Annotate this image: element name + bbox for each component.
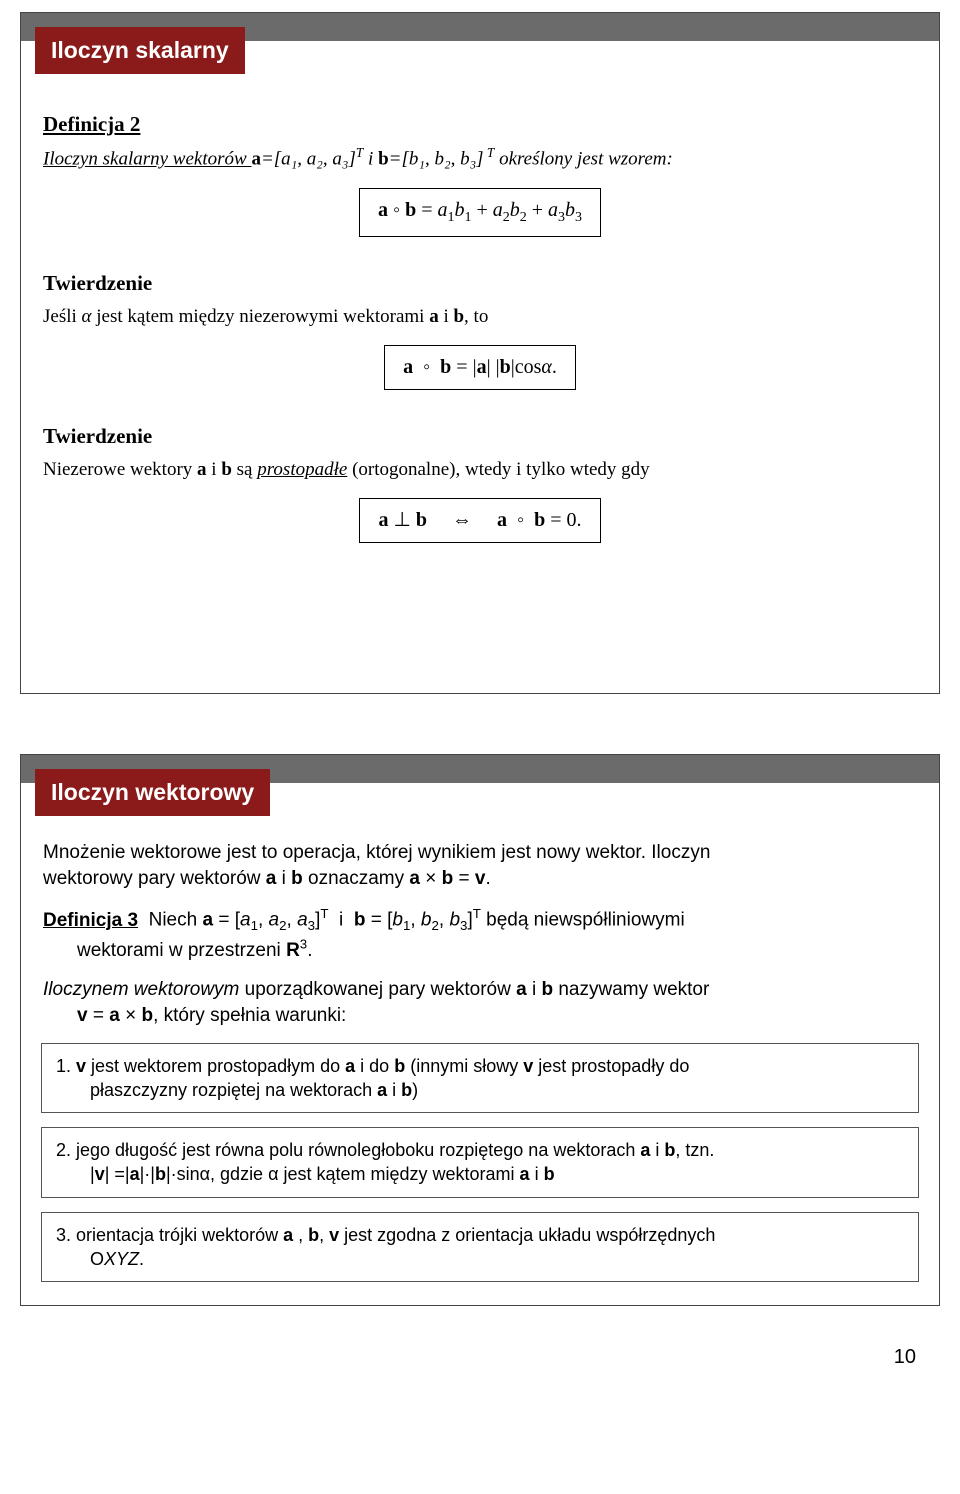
rule2-line2: |v| =|a|·|b|·sinα, gdzie α jest kątem mi… xyxy=(56,1164,555,1184)
rule-3: 3. orientacja trójki wektorów a , b, v j… xyxy=(41,1212,919,1283)
slide2-content: Mnożenie wektorowe jest to operacja, któ… xyxy=(21,816,939,1029)
ilocz-pre: Iloczynem wektorowym xyxy=(43,979,245,1000)
slide2-body: Iloczyn wektorowy Mnożenie wektorowe jes… xyxy=(21,755,939,1305)
definicja-3: Definicja 3 Niech a = [a1, a2, a3]T i b … xyxy=(43,905,917,963)
iloczynem-text: Iloczynem wektorowym uporządkowanej pary… xyxy=(43,977,917,1028)
rule-1: 1. v jest wektorem prostopadłym do a i d… xyxy=(41,1043,919,1114)
formula-dot-product: a ◦ b = a1b1 + a2b2 + a3b3 xyxy=(359,188,601,237)
slide-title: Iloczyn skalarny xyxy=(35,27,245,74)
t-sup-2: T xyxy=(484,145,495,160)
slide-iloczyn-wektorowy: Iloczyn wektorowy Mnożenie wektorowe jes… xyxy=(20,754,940,1306)
vec-b-vals: =[b₁, b₂, b₃] xyxy=(389,149,484,170)
def3-head: Definicja 3 xyxy=(43,910,138,931)
and-i: i xyxy=(363,149,378,170)
vec-b: b xyxy=(378,149,389,170)
def2-pretext: Iloczyn skalarny wektorów xyxy=(43,149,251,170)
ilocz-line2: v = a × b, który spełnia warunki: xyxy=(43,1005,346,1026)
prostopadle: prostopadłe xyxy=(257,459,347,480)
intro-text: Mnożenie wektorowe jest to operacja, któ… xyxy=(43,840,917,891)
twierdzenie-1-text: Jeśli α jest kątem między niezerowymi we… xyxy=(43,304,917,330)
rule1-line2: płaszczyzny rozpiętej na wektorach a i b… xyxy=(56,1080,418,1100)
slide-iloczyn-skalarny: Iloczyn skalarny Definicja 2 Iloczyn ska… xyxy=(20,12,940,694)
formula-orthogonal: a ⊥ b ⇔ a ◦ b = 0. xyxy=(359,498,600,543)
page-number: 10 xyxy=(0,1306,960,1381)
slide1-content: Definicja 2 Iloczyn skalarny wektorów a=… xyxy=(21,74,939,557)
vec-a-vals: =[a₁, a₂, a₃] xyxy=(261,149,356,170)
rule3-line2: OXYZ. xyxy=(56,1249,144,1269)
def3-line2: wektorami w przestrzeni R3. xyxy=(43,940,312,961)
formula2-wrap: a ◦ b = |a| |b|cosα. xyxy=(43,343,917,404)
rule-2: 2. jego długość jest równa polu równoleg… xyxy=(41,1127,919,1198)
slide2-title: Iloczyn wektorowy xyxy=(35,769,270,816)
twierdzenie-2-heading: Twierdzenie xyxy=(43,422,917,450)
formula1-wrap: a ◦ b = a1b1 + a2b2 + a3b3 xyxy=(43,186,917,251)
definicja-2-heading: Definicja 2 xyxy=(43,110,917,138)
vec-a: a xyxy=(251,149,261,170)
twierdzenie-2-text: Niezerowe wektory a i b są prostopadłe (… xyxy=(43,457,917,483)
slide-body: Iloczyn skalarny Definicja 2 Iloczyn ska… xyxy=(21,13,939,693)
formula-cosine: a ◦ b = |a| |b|cosα. xyxy=(384,345,576,390)
definicja-2-text: Iloczyn skalarny wektorów a=[a₁, a₂, a₃]… xyxy=(43,144,917,172)
formula3-wrap: a ⊥ b ⇔ a ◦ b = 0. xyxy=(43,496,917,557)
def2-posttext: określony jest wzorem: xyxy=(494,149,673,170)
twierdzenie-1-heading: Twierdzenie xyxy=(43,269,917,297)
